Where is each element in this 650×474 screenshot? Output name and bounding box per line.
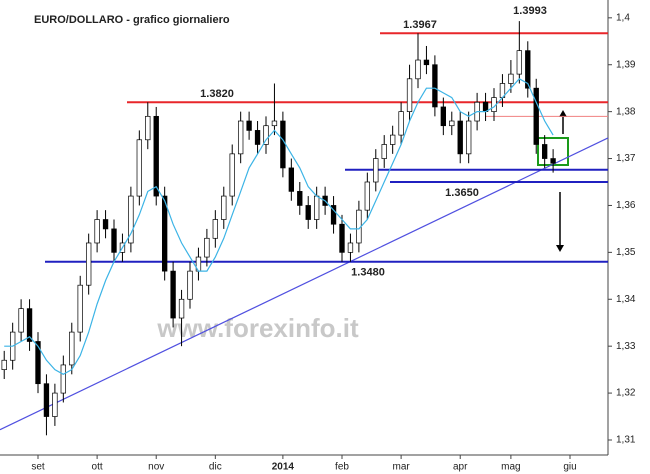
y-tick-label: 1,37: [616, 153, 636, 164]
candle-body: [373, 158, 379, 183]
arrow-down: [556, 192, 564, 252]
x-tick-label: apr: [453, 462, 468, 473]
candle-body: [60, 364, 67, 394]
x-tick-label: 2014: [272, 462, 295, 473]
candle-body: [508, 73, 514, 84]
candle-body: [280, 120, 286, 169]
y-tick-label: 1,36: [616, 200, 636, 211]
trendline: [0, 137, 609, 431]
candle-body: [102, 219, 109, 230]
candle-body: [364, 181, 371, 211]
watermark: www.forexinfo.it: [156, 313, 359, 343]
candle-body: [533, 87, 539, 145]
candle-body: [406, 78, 413, 112]
candle-body: [297, 191, 303, 206]
candle-body: [43, 383, 50, 417]
candle-body: [145, 115, 151, 141]
y-tick-label: 1,34: [616, 294, 636, 305]
candle-body: [288, 167, 295, 192]
candle-body: [1, 359, 7, 370]
moving-average: [4, 78, 554, 375]
candle-body: [246, 120, 252, 131]
x-tick-label: feb: [335, 462, 349, 473]
candle-body: [525, 50, 531, 89]
candle-body: [254, 130, 261, 145]
y-tick-label: 1,35: [616, 247, 636, 258]
candle-body: [398, 111, 404, 136]
candle-body: [85, 242, 92, 286]
candle-body: [389, 134, 396, 145]
y-tick-label: 1,4: [616, 12, 630, 23]
candle-body: [423, 59, 430, 66]
candle-body: [178, 298, 185, 319]
candle-body: [128, 195, 134, 244]
candle-body: [339, 223, 345, 253]
candle-body: [26, 308, 33, 342]
candle-body: [170, 270, 176, 319]
y-tick-label: 1,33: [616, 341, 636, 352]
candle-body: [35, 341, 41, 385]
x-tick-label: dic: [209, 462, 222, 473]
annotation: 1.3993: [513, 5, 547, 17]
candle-body: [541, 144, 548, 159]
x-tick-label: mag: [501, 462, 520, 473]
annotation: 1.3650: [445, 187, 479, 199]
candle-body: [415, 59, 421, 80]
candle-body: [313, 195, 320, 220]
candle-body: [69, 331, 75, 366]
candle-body: [330, 205, 337, 225]
x-tick-label: nov: [148, 462, 164, 473]
y-tick-label: 1,38: [616, 106, 636, 117]
candle-body: [449, 120, 455, 127]
candle-body: [136, 139, 143, 197]
candle-body: [94, 219, 100, 244]
candle-body: [550, 158, 556, 164]
x-tick-label: mar: [392, 462, 410, 473]
annotation: 1.3967: [403, 19, 437, 31]
candle-body: [381, 144, 387, 159]
y-tick-label: 1,31: [616, 435, 636, 446]
candle-body: [212, 219, 219, 239]
candle-body: [52, 392, 58, 417]
candle-body: [432, 64, 438, 108]
candle-body: [161, 195, 168, 272]
x-tick-label: ott: [92, 462, 103, 473]
annotation: 1.3820: [200, 88, 234, 100]
candle-body: [111, 228, 117, 253]
candle-body: [457, 120, 463, 155]
candle-body: [347, 242, 354, 253]
y-tick-label: 1,39: [616, 59, 636, 70]
candle-body: [465, 120, 472, 155]
candle-body: [18, 308, 24, 333]
candle-body: [305, 205, 311, 220]
candle-body: [187, 270, 193, 300]
candle-body: [440, 106, 447, 127]
candle-body: [237, 120, 244, 155]
candle-body: [204, 237, 210, 258]
x-tick-label: giu: [563, 462, 576, 473]
candle-body: [77, 284, 83, 333]
annotation: 1.3480: [351, 267, 385, 279]
chart-title: EURO/DOLLARO - grafico giornaliero: [34, 14, 230, 26]
y-tick-label: 1,32: [616, 388, 636, 399]
candle-body: [271, 120, 278, 127]
arrow-up: [559, 110, 567, 134]
candle-body: [229, 153, 235, 197]
candle-body: [263, 125, 269, 145]
candle-body: [153, 115, 159, 197]
candle-body: [221, 195, 227, 220]
x-tick-label: set: [31, 462, 45, 473]
candle-body: [516, 50, 523, 75]
